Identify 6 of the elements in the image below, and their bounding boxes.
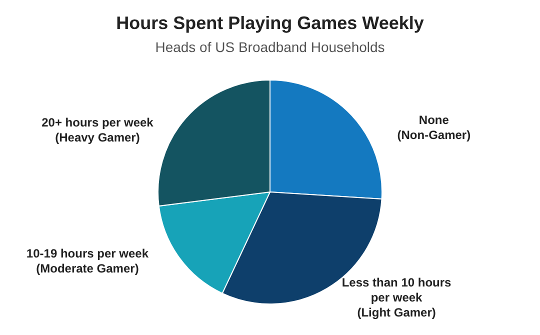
slice-label: None (Non-Gamer) [397, 113, 471, 142]
slice-label: 20+ hours per week (Heavy Gamer) [42, 116, 154, 145]
chart-subtitle: Heads of US Broadband Households [155, 39, 385, 55]
chart-title: Hours Spent Playing Games Weekly [116, 13, 424, 33]
slice-label: 10-19 hours per week (Moderate Gamer) [26, 246, 149, 276]
slice-label: Less than 10 hours per week (Light Gamer) [342, 275, 452, 320]
